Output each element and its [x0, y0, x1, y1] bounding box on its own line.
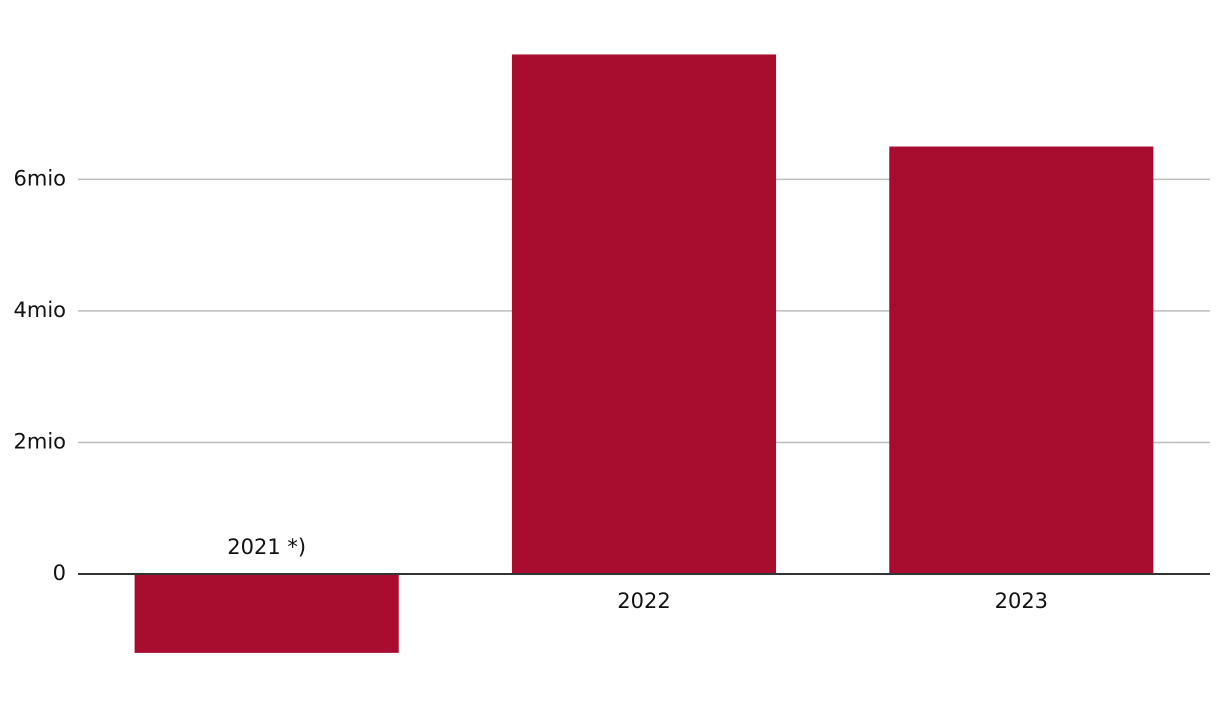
x-tick-label: 2021 *): [227, 535, 306, 559]
bar: [889, 146, 1154, 574]
y-tick-label: 0: [53, 561, 66, 585]
y-tick-label: 2mio: [14, 429, 67, 453]
y-tick-label: 4mio: [14, 298, 67, 322]
x-tick-label: 2022: [617, 589, 670, 613]
bar: [134, 573, 399, 653]
y-tick-label: 6mio: [14, 166, 67, 190]
x-tick-label: 2023: [995, 589, 1048, 613]
bar: [511, 54, 777, 574]
